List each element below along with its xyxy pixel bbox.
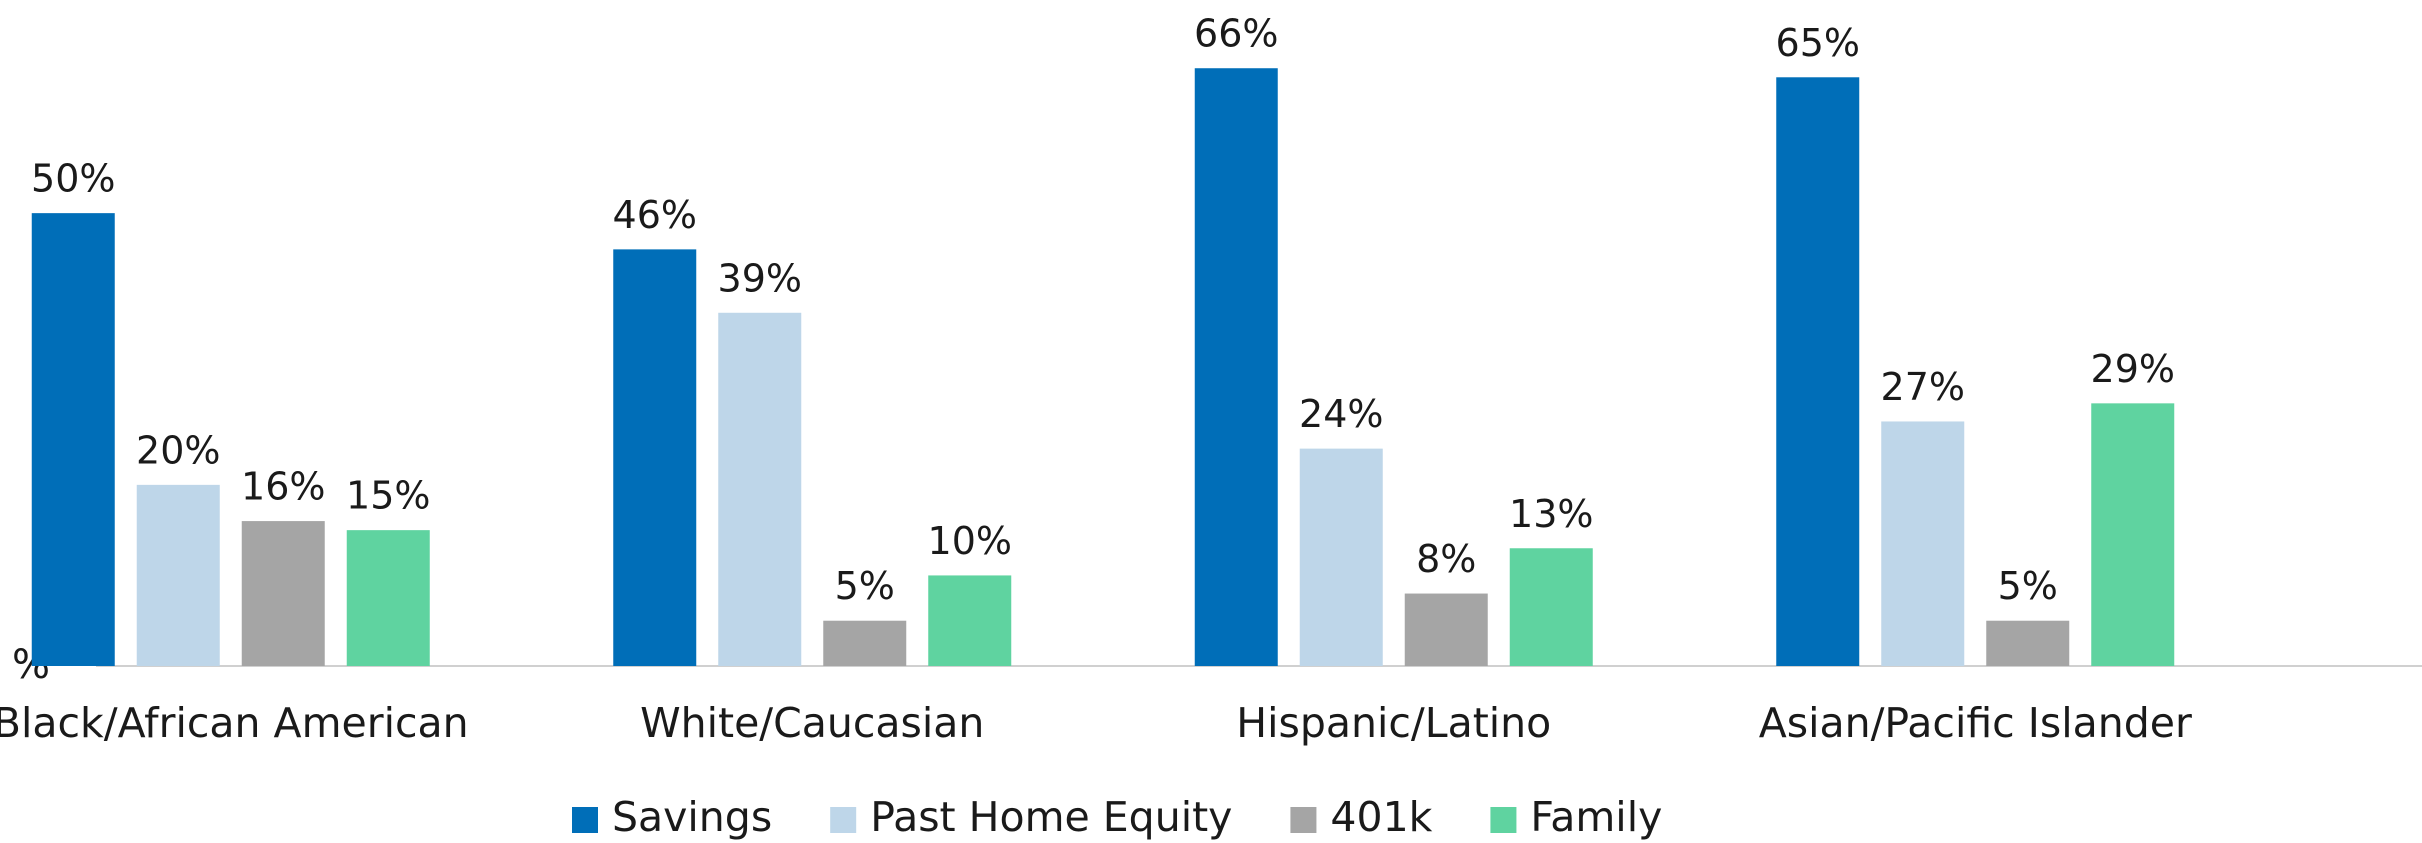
bar	[1404, 593, 1488, 666]
bar	[346, 530, 430, 666]
bar	[823, 620, 907, 666]
legend-swatch	[830, 807, 857, 833]
value-label: 27%	[1881, 365, 1965, 409]
legend-label: Savings	[612, 793, 772, 841]
value-label: 10%	[928, 519, 1012, 563]
bar	[1776, 77, 1860, 667]
bar	[31, 213, 115, 666]
legend-swatch	[1290, 807, 1317, 833]
value-label: 15%	[346, 474, 430, 518]
value-label: 5%	[1998, 564, 2058, 608]
value-label: 29%	[2091, 347, 2175, 391]
value-label: 5%	[835, 564, 895, 608]
x-tick-label: Hispanic/Latino	[1236, 699, 1551, 747]
bar	[1881, 421, 1965, 666]
legend-swatch	[1490, 807, 1517, 833]
value-label: 50%	[31, 157, 115, 201]
bar	[718, 312, 802, 666]
legend-label: Past Home Equity	[870, 793, 1232, 841]
value-label: 39%	[718, 256, 802, 300]
x-tick-label: Asian/Pacific Islander	[1759, 699, 2192, 747]
value-label: 24%	[1299, 392, 1383, 436]
bar	[1299, 448, 1383, 666]
value-label: 66%	[1194, 12, 1278, 56]
bar	[613, 249, 697, 666]
bar	[241, 521, 325, 666]
bar	[2091, 403, 2175, 666]
value-label: 65%	[1776, 21, 1860, 65]
value-label: 8%	[1416, 537, 1476, 581]
x-tick-label: Black/African American	[0, 699, 469, 747]
value-label: 13%	[1509, 492, 1593, 536]
bar	[136, 484, 220, 666]
value-label: 16%	[241, 465, 325, 509]
value-label: 20%	[136, 428, 220, 472]
legend-label: 401k	[1330, 793, 1432, 841]
legend-label: Family	[1530, 793, 1662, 841]
bar	[1509, 548, 1593, 666]
bar	[928, 575, 1012, 666]
value-label: 46%	[613, 193, 697, 237]
x-tick-label: White/Caucasian	[640, 699, 984, 747]
bar	[1986, 620, 2070, 666]
legend-swatch	[572, 807, 598, 833]
bar	[1194, 68, 1278, 666]
